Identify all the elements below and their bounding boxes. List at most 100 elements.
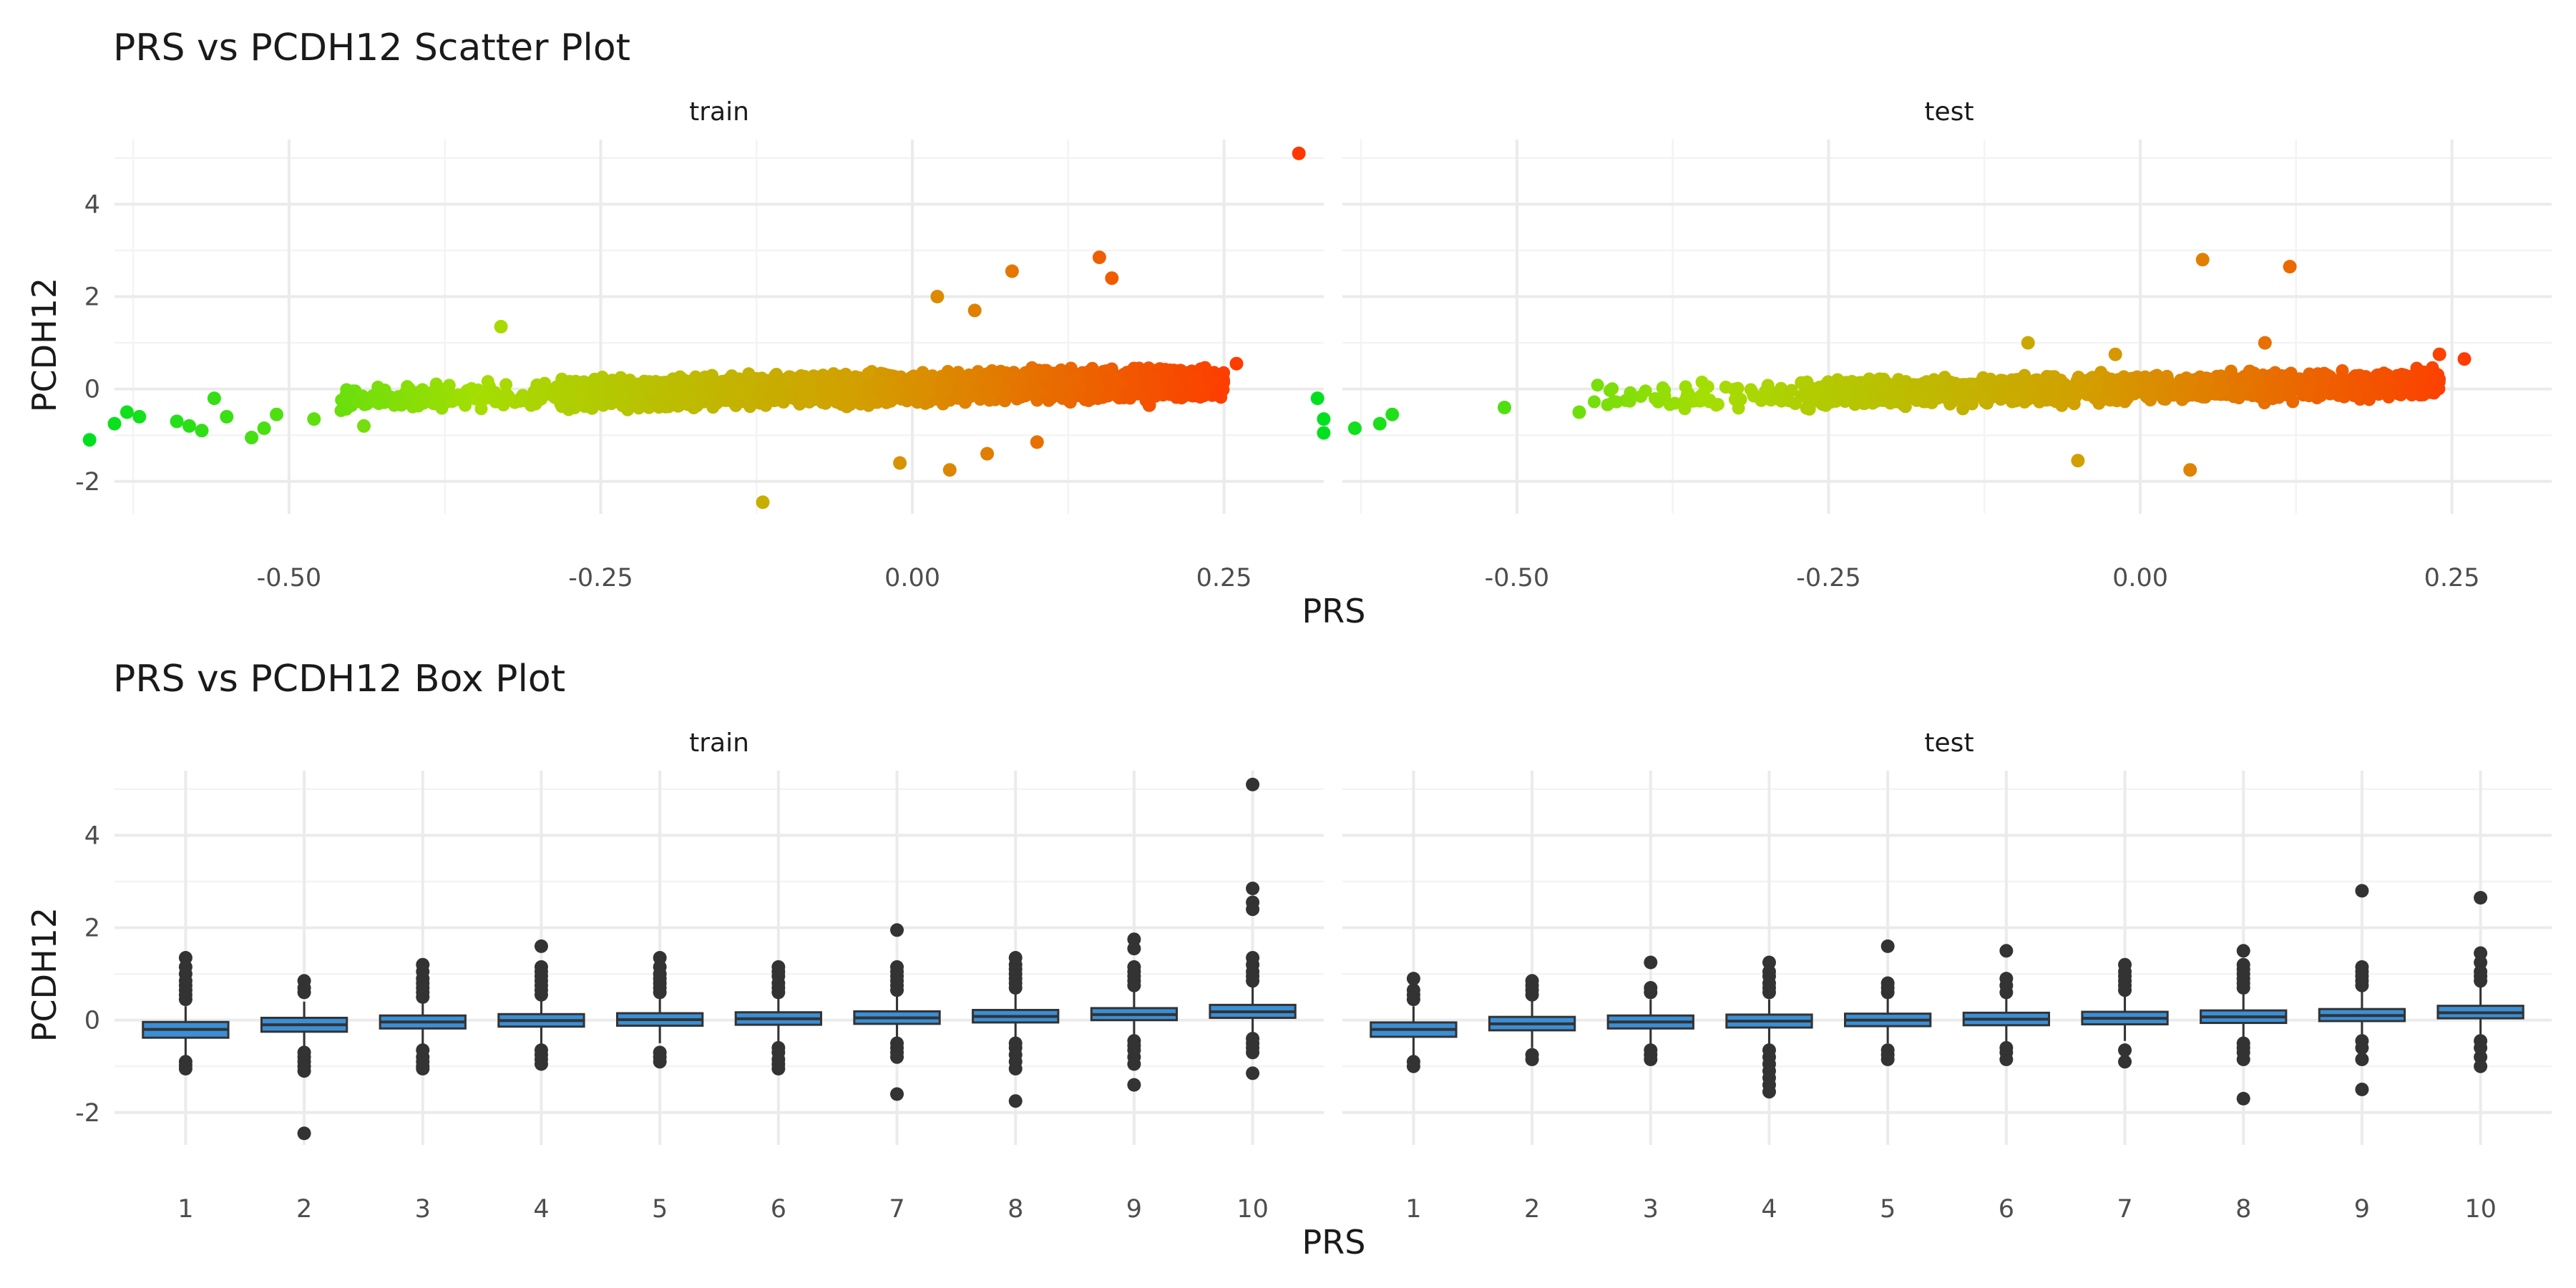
scatter-outlier-point	[107, 416, 122, 431]
scatter-point	[401, 396, 414, 409]
scatter-point	[340, 383, 353, 396]
scatter-point	[822, 374, 836, 387]
x-tick-label: 4	[533, 1195, 549, 1224]
scatter-point	[2020, 387, 2033, 401]
scatter-point	[351, 395, 364, 409]
scatter-outlier-point	[82, 433, 97, 447]
box-title: PRS vs PCDH12 Box Plot	[113, 658, 565, 701]
scatter-point	[1126, 371, 1140, 385]
scatter-point	[465, 382, 478, 395]
scatter-point	[979, 379, 992, 392]
scatter-outlier-point	[1292, 146, 1306, 160]
box-outlier-point	[534, 960, 548, 974]
x-tick-label: 7	[889, 1195, 904, 1224]
scatter-point	[900, 394, 914, 408]
scatter-point	[2300, 386, 2313, 400]
scatter-outlier-point	[2183, 463, 2197, 477]
scatter-point	[827, 388, 841, 401]
scatter-point	[419, 389, 432, 403]
scatter-point	[2041, 370, 2055, 384]
scatter-point	[1142, 378, 1156, 391]
x-tick-label: -0.50	[1485, 564, 1550, 592]
scatter-point	[1819, 399, 1833, 412]
box-outlier-point	[178, 951, 192, 965]
scatter-point	[1731, 381, 1745, 395]
x-tick-label: 0.00	[2112, 564, 2168, 592]
scatter-point	[2082, 379, 2095, 393]
scatter-point	[1949, 387, 1963, 401]
y-tick-label: 4	[84, 821, 100, 850]
scatter-point	[2303, 371, 2317, 384]
scatter-point	[2144, 386, 2157, 400]
scatter-point	[1838, 386, 1851, 399]
scatter-outlier-point	[307, 412, 321, 426]
scatter-point	[429, 397, 442, 411]
scatter-point	[2272, 376, 2285, 389]
scatter-point	[1623, 394, 1636, 408]
scatter-point	[1908, 388, 1921, 401]
box-outlier-point	[416, 957, 430, 972]
box-outlier-point	[297, 1126, 311, 1141]
scatter-point	[409, 387, 422, 401]
scatter-point	[1108, 373, 1121, 386]
scatter-point	[489, 386, 502, 399]
scatter-point	[955, 380, 969, 394]
scatter-point	[2282, 381, 2295, 394]
scatter-point	[2124, 376, 2137, 390]
scatter-point	[334, 404, 348, 417]
scatter-point	[1918, 389, 1931, 402]
scatter-outlier-point	[220, 409, 234, 424]
scatter-point	[2107, 385, 2121, 399]
scatter-point	[1163, 364, 1177, 376]
scatter-point	[729, 386, 743, 399]
scatter-point	[1956, 402, 1970, 416]
scatter-point	[796, 379, 810, 393]
scatter-outlier-point	[357, 419, 371, 433]
x-tick-label: -0.50	[257, 564, 322, 592]
scatter-point	[2217, 383, 2230, 396]
y-tick-label: 0	[84, 376, 100, 404]
x-tick-label: -0.25	[568, 564, 633, 592]
scatter-point	[1788, 397, 1802, 411]
scatter-point	[1875, 379, 1888, 393]
scatter-point	[578, 400, 592, 414]
scatter-point	[481, 375, 494, 389]
scatter-outlier-point	[132, 409, 147, 424]
x-tick-label: -0.25	[1796, 564, 1861, 592]
scatter-point	[2401, 384, 2415, 398]
scatter-point	[2347, 385, 2361, 399]
scatter-point	[662, 390, 675, 404]
scatter-point	[1007, 381, 1020, 394]
scatter-point	[1807, 389, 1821, 402]
box-outlier-point	[534, 1057, 548, 1071]
scatter-point	[1711, 398, 1724, 411]
scatter-outlier-point	[1092, 250, 1106, 265]
scatter-point	[1085, 392, 1098, 406]
scatter-y-axis-title: PCDH12	[25, 278, 64, 412]
scatter-point	[1979, 377, 1992, 391]
scatter-outlier-point	[893, 456, 907, 470]
box-outlier-point	[416, 1062, 430, 1075]
scatter-point	[645, 383, 658, 396]
scatter-point	[604, 395, 618, 409]
scatter-outlier-point	[170, 414, 184, 429]
scatter-point	[499, 378, 513, 391]
scatter-point	[1939, 389, 1953, 402]
scatter-outlier-point	[2108, 347, 2122, 361]
scatter-point	[2009, 377, 2022, 391]
scatter-point	[862, 367, 875, 381]
scatter-point	[1610, 395, 1624, 409]
scatter-strip-test: test	[1924, 97, 1974, 127]
box-outlier-point	[178, 1062, 192, 1075]
scatter-point	[1639, 384, 1652, 398]
scatter-point	[1085, 366, 1099, 380]
scatter-point	[957, 392, 971, 406]
scatter-point	[499, 387, 513, 401]
scatter-outlier-point	[942, 463, 957, 477]
scatter-outlier-point	[119, 405, 134, 419]
scatter-point	[1976, 389, 1990, 402]
scatter-point	[1167, 381, 1181, 394]
